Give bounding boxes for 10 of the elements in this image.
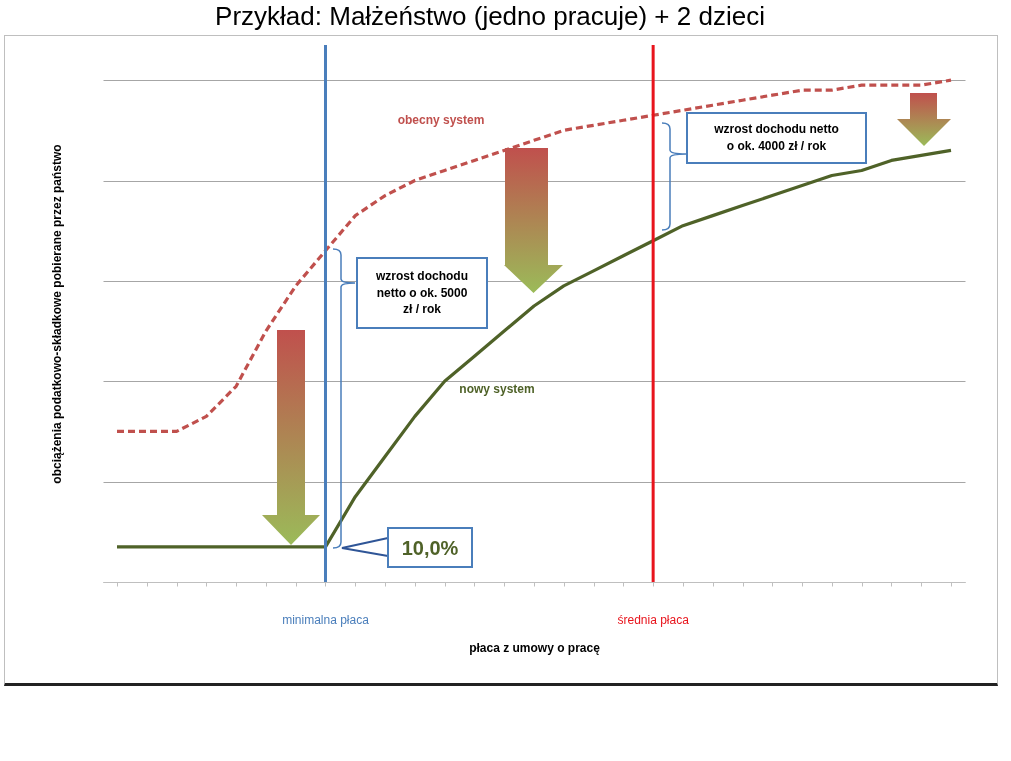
x-axis-title: płaca z umowy o pracę: [469, 641, 601, 655]
text: obecny system: [397, 113, 485, 127]
series-label: nowy system: [459, 382, 535, 396]
callout-box: 10,0%: [387, 527, 473, 568]
callout-box: wzrost dochodu netto o ok. 4000 zł / rok: [686, 112, 867, 164]
text: średnia płaca: [617, 613, 690, 627]
text: minimalna płaca: [282, 613, 370, 627]
y-axis-title: obciążenia podatkowo-składkowe pobierane przez państwo: [49, 144, 64, 484]
callout-box: wzrost dochodu netto o ok. 5000 zł / rok: [356, 257, 488, 329]
chart-title: Przykład: Małżeństwo (jedno pracuje) + 2 dzieci: [215, 0, 765, 31]
